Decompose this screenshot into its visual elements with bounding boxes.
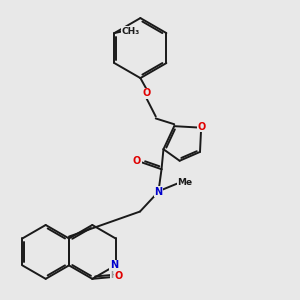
Text: N: N	[110, 260, 118, 270]
Text: O: O	[133, 156, 141, 166]
Text: H: H	[110, 271, 117, 280]
Text: Me: Me	[177, 178, 193, 187]
Text: O: O	[142, 88, 150, 98]
Text: O: O	[115, 271, 123, 281]
Text: CH₃: CH₃	[122, 27, 140, 36]
Text: O: O	[198, 122, 206, 132]
Text: N: N	[154, 187, 163, 196]
